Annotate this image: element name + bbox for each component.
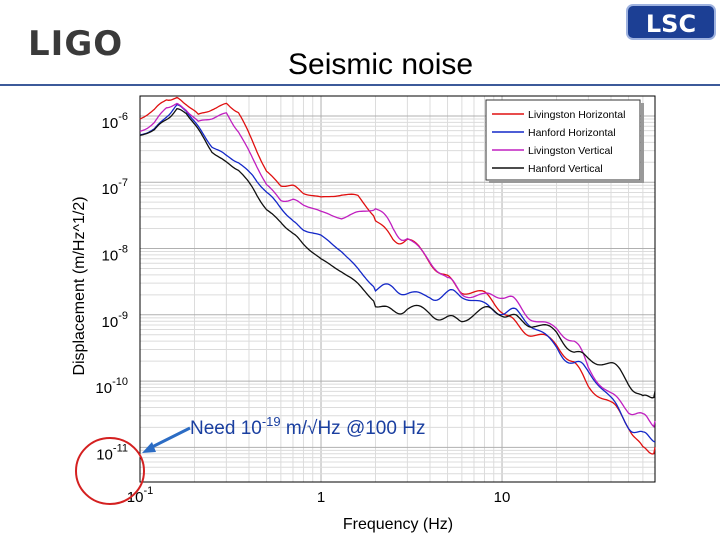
tick-label: 10-9 — [102, 310, 128, 331]
series-line — [139, 103, 656, 443]
tick-label: 10-10 — [95, 376, 128, 397]
legend-shadow — [641, 103, 644, 183]
legend-label: Hanford Vertical — [528, 163, 603, 175]
legend-label: Livingston Horizontal — [528, 109, 625, 121]
series-line — [139, 108, 656, 399]
annotation-arrowhead — [142, 442, 156, 453]
plot-frame — [139, 95, 656, 483]
annotation-text: Need 10-19 m/√Hz @100 Hz — [190, 414, 425, 439]
series-line — [139, 102, 656, 429]
annotation-arrow — [149, 426, 191, 450]
tick-label: 1 — [317, 489, 325, 506]
legend: Livingston Horizontal Hanford Horizontal L… — [485, 99, 644, 183]
series-line — [139, 96, 656, 455]
tick-label: 10-8 — [102, 244, 128, 265]
grid-lines — [139, 95, 656, 483]
title-rule — [0, 84, 720, 86]
tick-label: 10-6 — [102, 111, 128, 132]
slide-title: Seismic noise — [288, 48, 474, 81]
tick-label: 10-7 — [102, 177, 128, 198]
x-axis-label: Frequency (Hz) — [343, 516, 453, 533]
tick-label: 10 — [494, 489, 511, 506]
lsc-badge: LSC — [626, 4, 716, 40]
legend-label: Hanford Horizontal — [528, 127, 616, 139]
legend-label: Livingston Vertical — [528, 145, 613, 157]
y-axis-label: Displacement (m/Hz^1/2) — [71, 196, 88, 375]
ligo-logo: LIGO — [28, 24, 124, 64]
tick-label: 10-1 — [127, 485, 153, 506]
legend-shadow-bottom — [489, 180, 644, 183]
series-layer — [139, 96, 656, 455]
highlight-circle — [75, 437, 145, 505]
requirement-annotation: Need 10-19 m/√Hz @100 Hz — [75, 414, 425, 505]
tick-label: 10-11 — [96, 442, 128, 463]
